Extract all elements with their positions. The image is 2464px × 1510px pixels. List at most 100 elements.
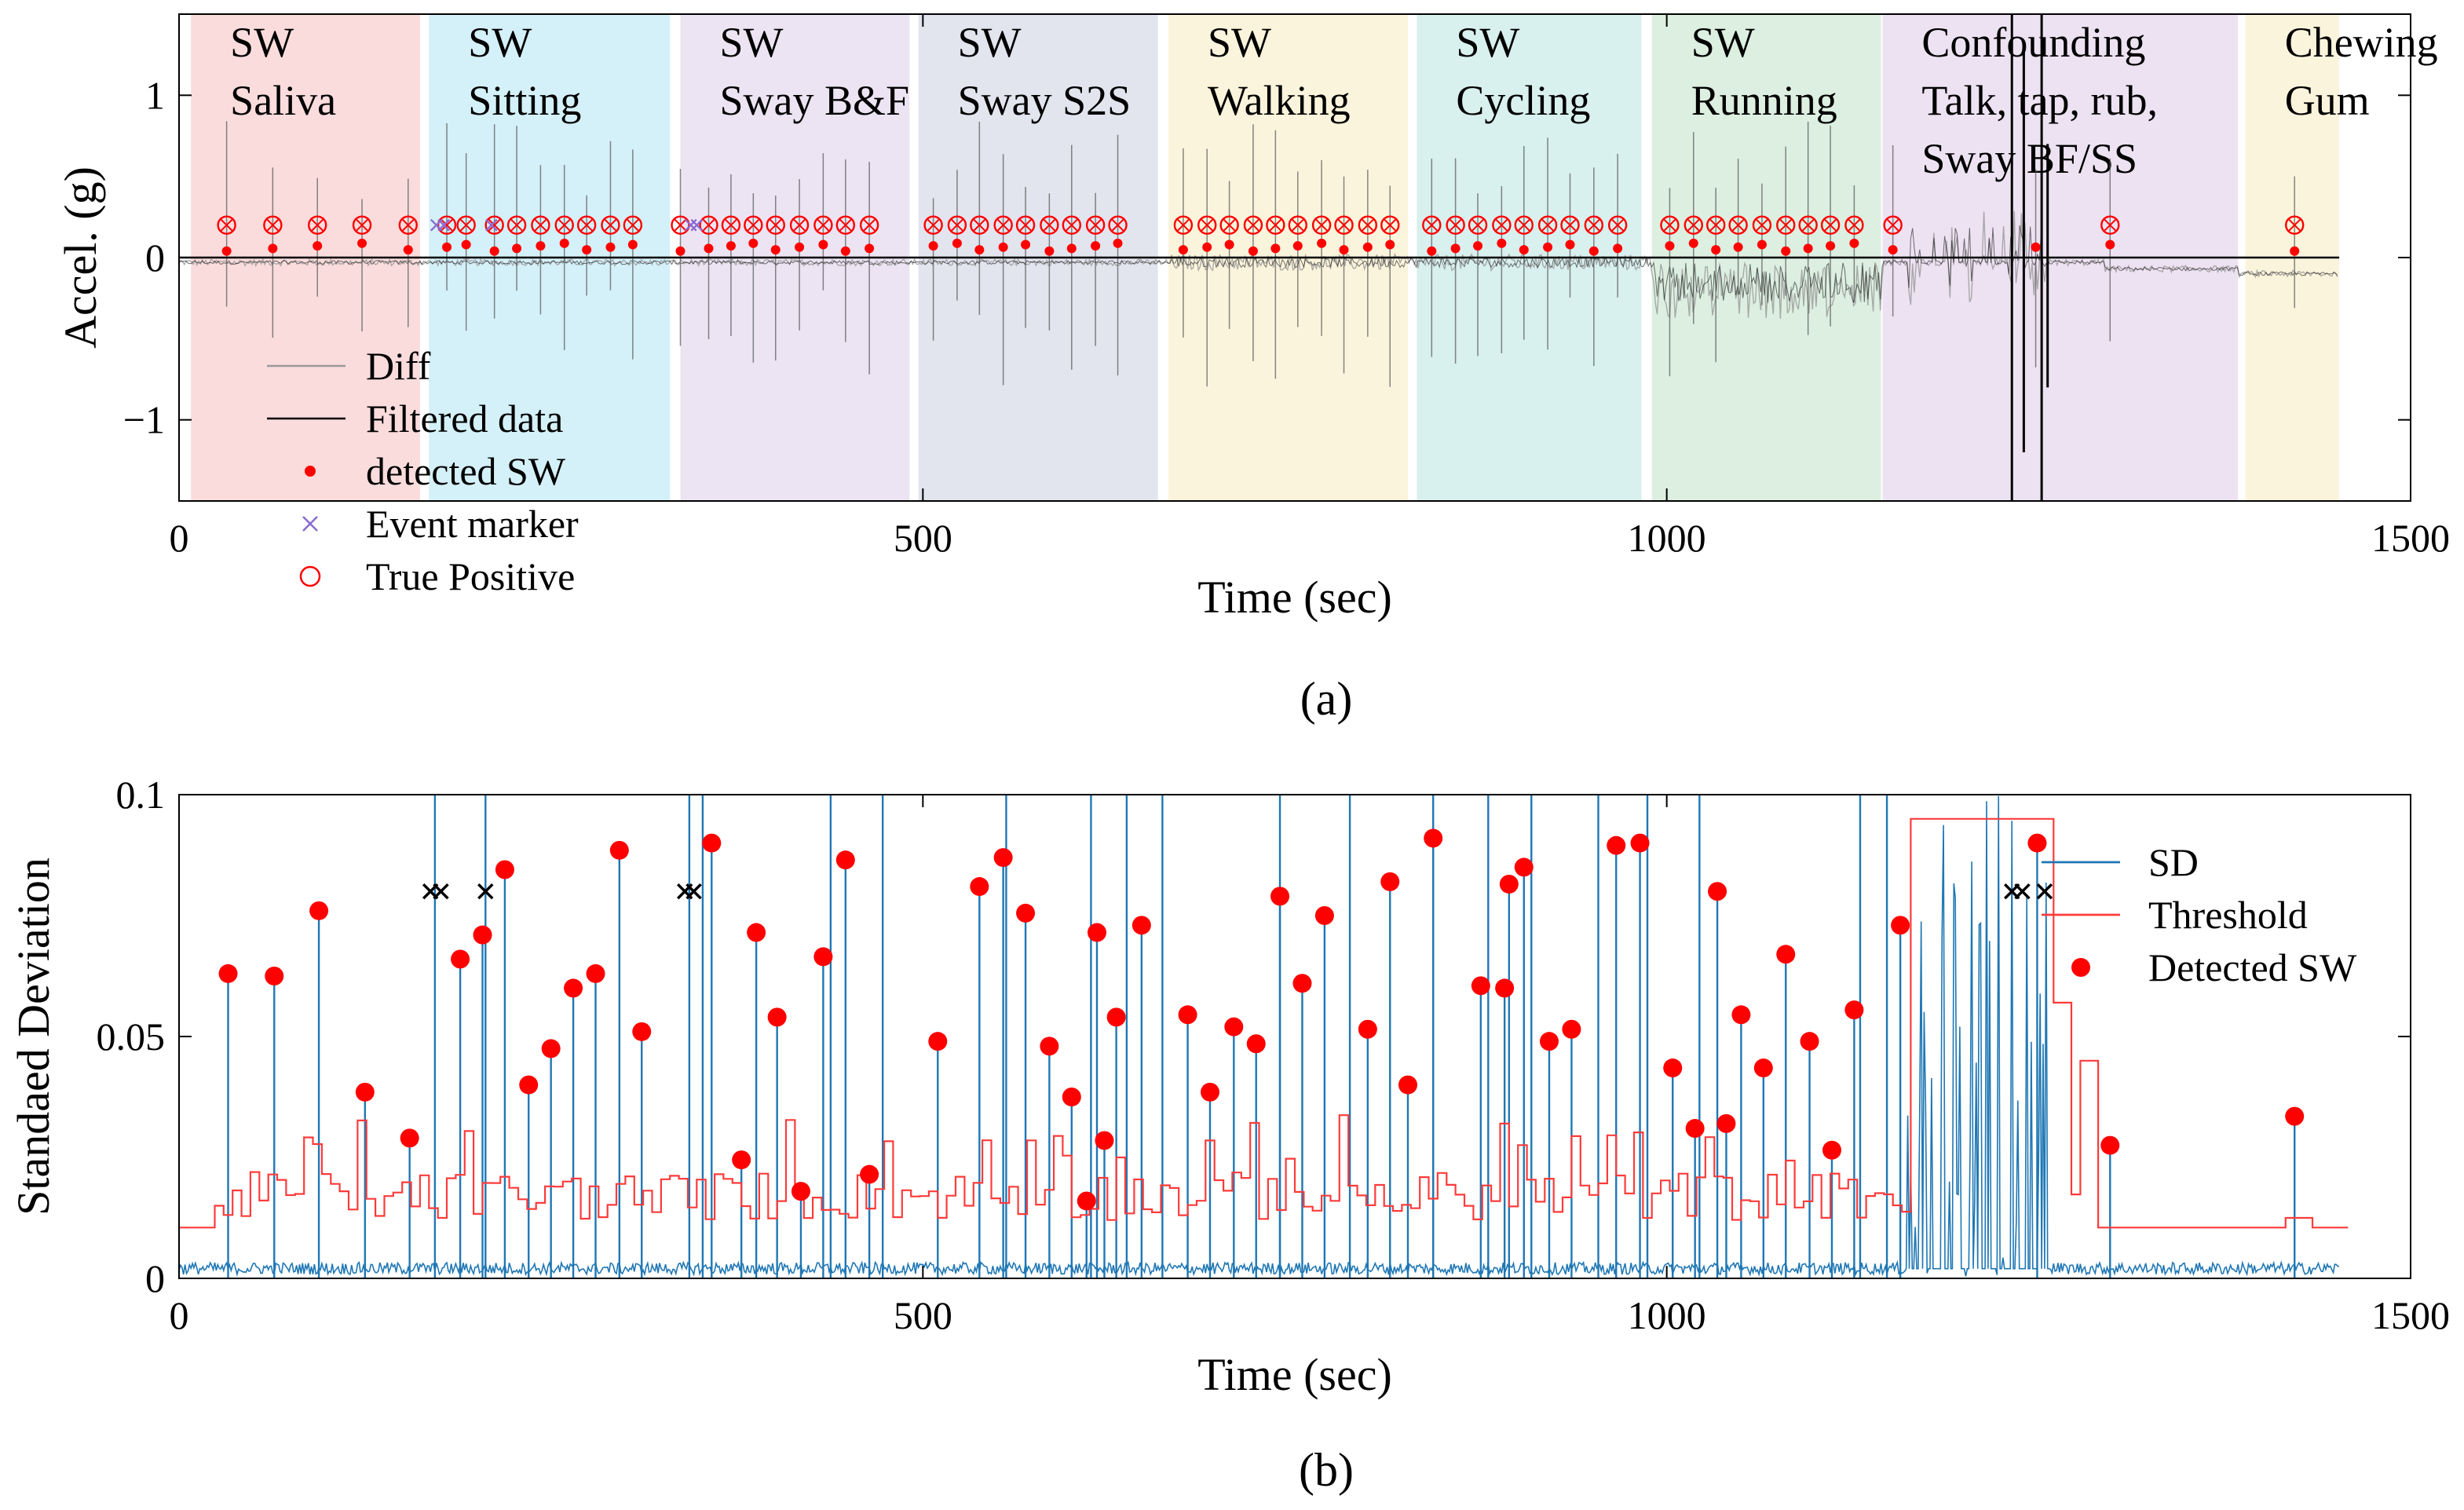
true-positive-marker [923, 215, 943, 235]
true-positive-cross [1337, 218, 1351, 232]
panel-a-label: (a) [1300, 673, 1353, 725]
true-positive-cross [1177, 218, 1190, 232]
detected-sw-marker [1499, 874, 1519, 894]
legend-label: Detected SW [2148, 945, 2357, 989]
true-positive-cross [973, 218, 986, 232]
true-positive-cross [510, 218, 523, 232]
true-positive-cross [747, 218, 760, 232]
detected-sw-marker [747, 923, 766, 942]
true-positive-cross [770, 218, 782, 232]
sd-series [178, 795, 2340, 1278]
segment-label-7-line3: Sway BF/SS [1921, 135, 2137, 182]
true-positive-cross [951, 218, 963, 232]
true-positive-marker [1219, 215, 1239, 235]
detected-sw-marker [1753, 1058, 1773, 1078]
true-positive-marker [1537, 215, 1558, 235]
panel-b-x-axis-label: Time (sec) [1197, 1349, 1392, 1400]
segment-label-4-line1: SW [1208, 19, 1271, 66]
detected-sw-marker [1091, 241, 1101, 251]
panel-a-chart: SW Saliva SW Sitting SW Sway B&F SW Sway S2S SW W… [55, 13, 2450, 623]
detected-sw-marker [218, 963, 238, 983]
detected-sw-marker [495, 860, 514, 879]
true-positive-marker [1334, 215, 1354, 235]
detected-sw-marker [726, 241, 736, 251]
true-positive-cross [1709, 218, 1722, 232]
x-tick-label: 0 [170, 516, 189, 560]
panel-b-y-axis-label: Standaed Deviation [8, 857, 59, 1216]
y-tick-label: −1 [123, 398, 165, 442]
detected-sw-marker [1292, 974, 1312, 993]
segment-label-5-line2: Cycling [1456, 77, 1590, 124]
true-positive-cross [1518, 218, 1530, 232]
true-positive-marker [1776, 215, 1796, 235]
detected-sw-marker [473, 925, 492, 945]
true-positive-marker [1422, 215, 1442, 235]
panel-a-legend: Diff Filtered data detected SW Event marker… [267, 344, 579, 598]
true-positive-cross [1362, 218, 1374, 232]
true-positive-cross [1824, 218, 1837, 232]
detected-sw-marker [732, 1150, 751, 1170]
detected-sw-marker [1062, 1088, 1081, 1106]
detected-sw-marker [702, 833, 722, 853]
segment-label-2-line1: SW [720, 19, 784, 66]
true-positive-marker [1197, 215, 1217, 235]
detected-sw-marker [1270, 887, 1290, 906]
segment-label-7-line1: Confounding [1921, 19, 2145, 66]
true-positive-cross [1019, 218, 1032, 232]
detected-sw-marker [1588, 246, 1599, 256]
detected-sw-marker [403, 245, 413, 255]
detected-sw-marker [952, 238, 962, 248]
true-positive-marker [531, 215, 550, 235]
true-positive-marker [947, 215, 967, 235]
filtered-series [178, 225, 2338, 303]
event-marker [437, 218, 451, 232]
x-tick-label: 1500 [2371, 1293, 2450, 1337]
detected-sw-marker [1757, 239, 1767, 250]
true-positive-cross [1066, 218, 1078, 232]
detected-sw-marker [1565, 239, 1575, 250]
true-positive-marker [835, 215, 856, 235]
true-positive-marker [1728, 215, 1748, 235]
sd-baseline [178, 795, 2340, 1278]
segment-label-6-line2: Running [1691, 77, 1837, 124]
true-positive-marker [1514, 215, 1534, 235]
true-positive-marker [993, 215, 1013, 235]
true-positive-cross [1384, 218, 1396, 232]
x-tick-label: 500 [894, 516, 952, 560]
detected-sw-marker [1040, 1037, 1059, 1056]
true-positive-cross [1425, 218, 1439, 232]
true-positive-cross [1801, 218, 1815, 232]
true-positive-cross [839, 218, 852, 232]
detected-sw-marker [536, 241, 546, 251]
panel-b-ticks: 0 500 1000 1500 0 0.05 0.1 [97, 773, 2451, 1337]
true-positive-marker [1380, 215, 1400, 235]
detected-sw-marker [1849, 238, 1859, 248]
threshold-series [179, 817, 2349, 1229]
detected-sw-marker [998, 242, 1008, 252]
x-tick-label: 1000 [1628, 516, 1706, 560]
true-positive-cross [1292, 218, 1304, 232]
true-positive-marker [813, 215, 833, 235]
detected-sw-marker [974, 245, 985, 255]
detected-sw-marker [928, 241, 938, 251]
true-positive-cross [2104, 218, 2116, 232]
true-positive-cross [702, 218, 715, 232]
segment-label-8-line1: Chewing [2285, 19, 2438, 66]
true-positive-cross [580, 218, 593, 232]
x-tick-label: 1500 [2371, 516, 2450, 560]
detected-sw-marker [1385, 239, 1395, 250]
detected-sw-marker [586, 963, 605, 983]
legend-swatch-detected-sw [305, 466, 316, 477]
detected-sw-marker [512, 243, 522, 254]
true-positive-cross [674, 218, 687, 232]
true-positive-marker [1660, 215, 1680, 235]
true-positive-cross [402, 218, 415, 232]
detected-sw-marker [1450, 243, 1460, 254]
segment-label-5-line1: SW [1456, 19, 1519, 66]
true-positive-cross [1201, 218, 1213, 232]
detected-sw-marker [1539, 1032, 1559, 1051]
true-positive-cross [266, 218, 280, 232]
true-positive-marker [456, 215, 476, 235]
detected-sw-marker [860, 1164, 879, 1184]
